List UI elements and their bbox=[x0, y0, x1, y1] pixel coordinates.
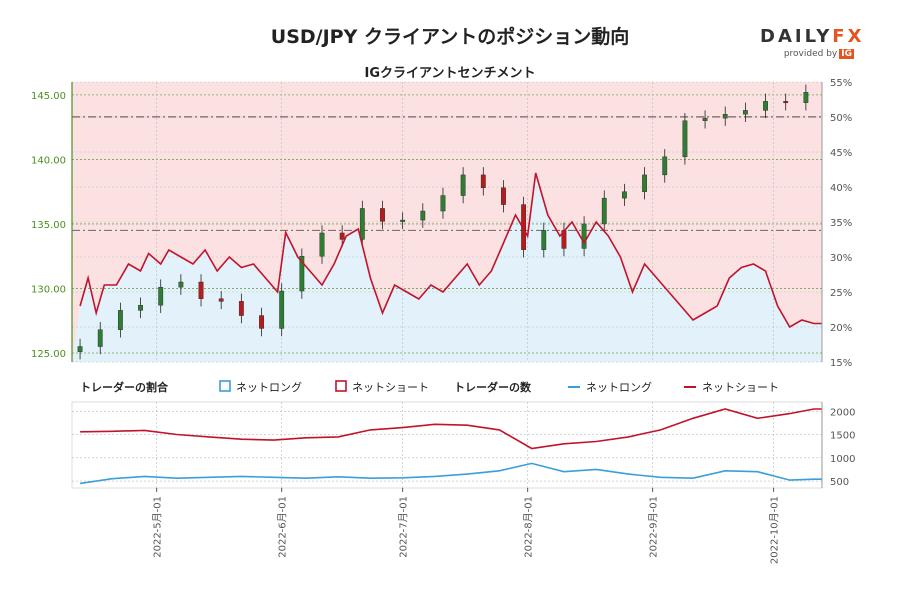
long-area bbox=[72, 173, 822, 362]
candle bbox=[581, 223, 587, 249]
trader-count-panel: 500 1000 1500 2000 bbox=[71, 401, 855, 489]
x-tick-label: 2022-8月-01 bbox=[523, 496, 535, 558]
x-tick-label: 2022-5月-01 bbox=[152, 496, 164, 558]
candle bbox=[722, 114, 728, 119]
chart-subtitle: IGクライアントセンチメント bbox=[364, 66, 536, 81]
price-tick-label: 140.00 bbox=[31, 155, 66, 166]
price-tick-label: 135.00 bbox=[31, 220, 66, 231]
candle bbox=[97, 329, 103, 347]
candle bbox=[460, 174, 466, 196]
legend-net-long-2: ネットロング bbox=[586, 380, 652, 394]
legend: トレーダーの割合 ネットロング ネットショート トレーダーの数 ネットロング ネ… bbox=[80, 380, 779, 394]
price-tick-label: 125.00 bbox=[31, 349, 66, 360]
legend-short-swatch bbox=[335, 380, 347, 392]
candle bbox=[521, 204, 527, 250]
percent-tick-label: 40% bbox=[830, 183, 852, 194]
candle bbox=[742, 110, 748, 115]
candle bbox=[279, 290, 285, 329]
candle bbox=[763, 101, 768, 111]
net-short-count-line bbox=[80, 408, 822, 450]
percent-tick-label: 50% bbox=[830, 113, 852, 124]
count-tick-label: 2000 bbox=[830, 407, 855, 418]
logo-provided-by: provided by IG bbox=[783, 49, 854, 59]
count-tick-label: 1500 bbox=[830, 431, 855, 442]
legend-net-short: ネットショート bbox=[352, 381, 429, 394]
candle bbox=[319, 232, 325, 257]
percent-tick-label: 25% bbox=[830, 288, 852, 299]
candle bbox=[259, 315, 264, 329]
logo-wordmark: DAILYFX bbox=[760, 26, 865, 47]
candle bbox=[138, 305, 143, 311]
percent-tick-label: 35% bbox=[830, 218, 852, 229]
candle bbox=[440, 195, 446, 212]
legend-long-swatch bbox=[219, 380, 231, 392]
candle bbox=[299, 255, 305, 292]
candle bbox=[420, 210, 426, 221]
candle bbox=[622, 191, 627, 199]
candle bbox=[178, 281, 184, 288]
x-tick-label: 2022-10月-01 bbox=[769, 496, 781, 564]
candle bbox=[541, 230, 547, 250]
net-short-percent-line bbox=[79, 172, 822, 329]
candle bbox=[682, 120, 688, 158]
candle bbox=[198, 281, 204, 299]
percent-tick-label: 15% bbox=[830, 358, 852, 369]
candle bbox=[642, 174, 647, 192]
candle bbox=[380, 208, 385, 222]
candle bbox=[238, 301, 244, 316]
count-tick-label: 500 bbox=[830, 477, 849, 488]
candle bbox=[501, 187, 506, 205]
count-tick-label: 1000 bbox=[830, 454, 855, 465]
percent-tick-label: 45% bbox=[830, 148, 852, 159]
legend-ratio-title: トレーダーの割合 bbox=[80, 380, 169, 394]
x-tick-label: 2022-9月-01 bbox=[648, 496, 660, 558]
legend-net-long: ネットロング bbox=[236, 380, 302, 394]
candle bbox=[480, 174, 486, 189]
x-tick-label: 2022-7月-01 bbox=[398, 496, 410, 558]
price-tick-label: 145.00 bbox=[31, 91, 66, 102]
candle bbox=[662, 156, 668, 176]
candle bbox=[359, 208, 365, 240]
candle bbox=[400, 219, 406, 222]
net-long-count-line bbox=[79, 462, 822, 485]
legend-net-short-2: ネットショート bbox=[702, 381, 779, 394]
candle bbox=[77, 346, 83, 352]
candle bbox=[783, 101, 789, 104]
x-tick-label: 2022-6月-01 bbox=[277, 496, 289, 558]
chart-title: USD/JPY クライアントのポジション動向 bbox=[270, 26, 630, 48]
candle bbox=[158, 286, 164, 306]
percent-tick-label: 20% bbox=[830, 323, 852, 334]
percent-tick-label: 30% bbox=[830, 253, 852, 264]
candle bbox=[601, 197, 607, 225]
candle bbox=[117, 310, 123, 330]
x-axis: 2022-5月-01 2022-6月-01 2022-7月-01 2022-8月-01… bbox=[152, 488, 781, 564]
percent-tick-label: 55% bbox=[830, 78, 852, 89]
candle bbox=[339, 232, 345, 240]
price-sentiment-panel: 125.00 130.00 135.00 140.00 145.00 15% 20% 25% 3… bbox=[31, 78, 852, 369]
candle bbox=[218, 298, 224, 302]
dailyfx-logo: DAILYFX provided by IG bbox=[760, 26, 870, 59]
candle bbox=[702, 117, 708, 121]
candle bbox=[803, 92, 809, 103]
price-tick-label: 130.00 bbox=[31, 284, 66, 295]
legend-count-title: トレーダーの数 bbox=[454, 380, 532, 394]
